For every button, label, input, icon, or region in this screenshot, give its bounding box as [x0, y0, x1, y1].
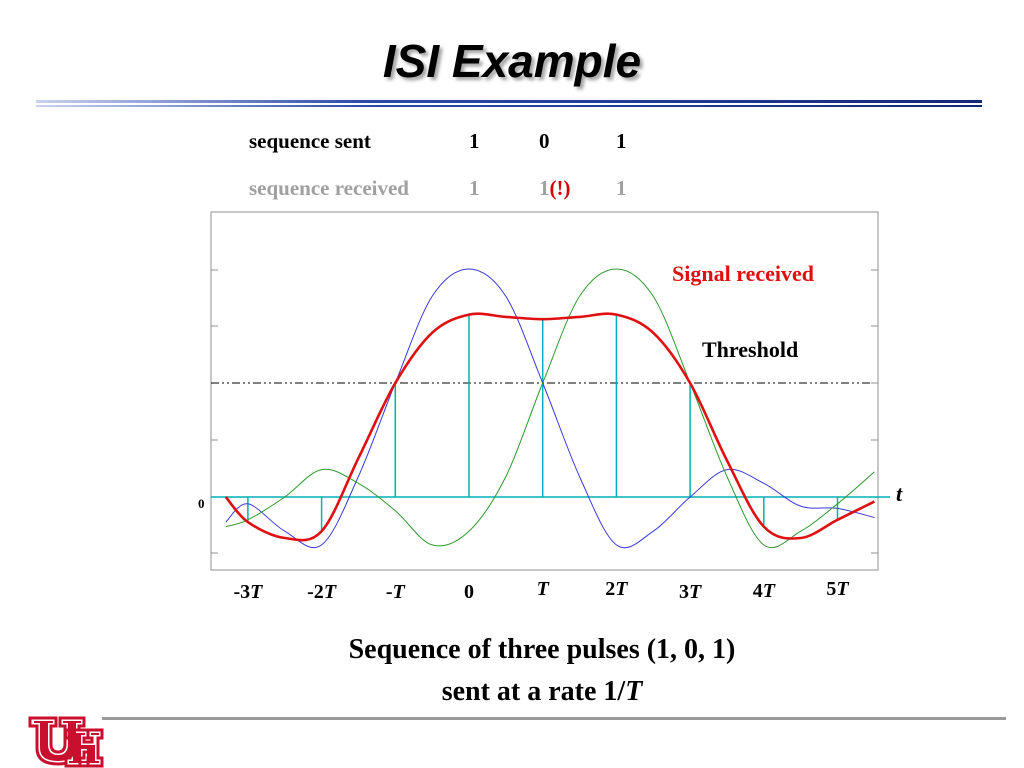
- time-axis-label: t: [896, 481, 903, 506]
- sequence-received-bit-1: 1: [469, 176, 480, 200]
- y-tick-label-0: 0: [198, 496, 205, 511]
- x-tick-label-3: 0: [464, 581, 474, 603]
- pulse-curve-2: [225, 268, 875, 549]
- x-tick-label-7: 4T: [753, 580, 776, 602]
- isi-plot: Signal received Threshold t 0 -3T -2T -T 0 T 2T 3T…: [198, 211, 903, 603]
- sequence-sent-bit-3: 1: [616, 129, 627, 153]
- sequence-sent-label: sequence sent: [249, 129, 371, 153]
- x-tick-label-0: -3T: [233, 581, 263, 603]
- sequence-sent-bit-2: 0: [539, 129, 550, 153]
- title-divider: [36, 100, 982, 107]
- threshold-label: Threshold: [702, 337, 798, 362]
- sequence-received-bit-2-value: 1: [539, 176, 550, 200]
- error-mark: (!): [549, 176, 571, 200]
- x-tick-label-2: -T: [386, 581, 406, 603]
- caption-line-2-variable: T: [625, 676, 643, 707]
- received-signal-curve: [224, 312, 875, 542]
- footer-divider: [102, 717, 1006, 720]
- sequence-received-bit-3: 1: [616, 176, 627, 200]
- sequence-sent-bit-1: 1: [469, 129, 480, 153]
- uh-logo: [28, 716, 104, 768]
- x-tick-label-4: T: [537, 578, 550, 600]
- sequence-received-bit-2: 1(!): [539, 176, 570, 201]
- x-tick-label-6: 3T: [679, 581, 702, 603]
- caption-line-2-text: sent at a rate 1/: [441, 676, 626, 707]
- pulse-curve-1: [225, 268, 875, 549]
- caption-line-1: Sequence of three pulses (1, 0, 1): [348, 634, 736, 665]
- caption-line-2: sent at a rate 1/T: [0, 676, 1024, 708]
- x-tick-label-5: 2T: [605, 578, 628, 600]
- x-tick-label-8: 5T: [826, 578, 849, 600]
- received-signal-label: Signal received: [672, 261, 814, 286]
- sequence-received-label: sequence received: [249, 176, 409, 200]
- x-tick-label-1: -2T: [307, 581, 337, 603]
- slide-title: ISI Example: [382, 35, 642, 87]
